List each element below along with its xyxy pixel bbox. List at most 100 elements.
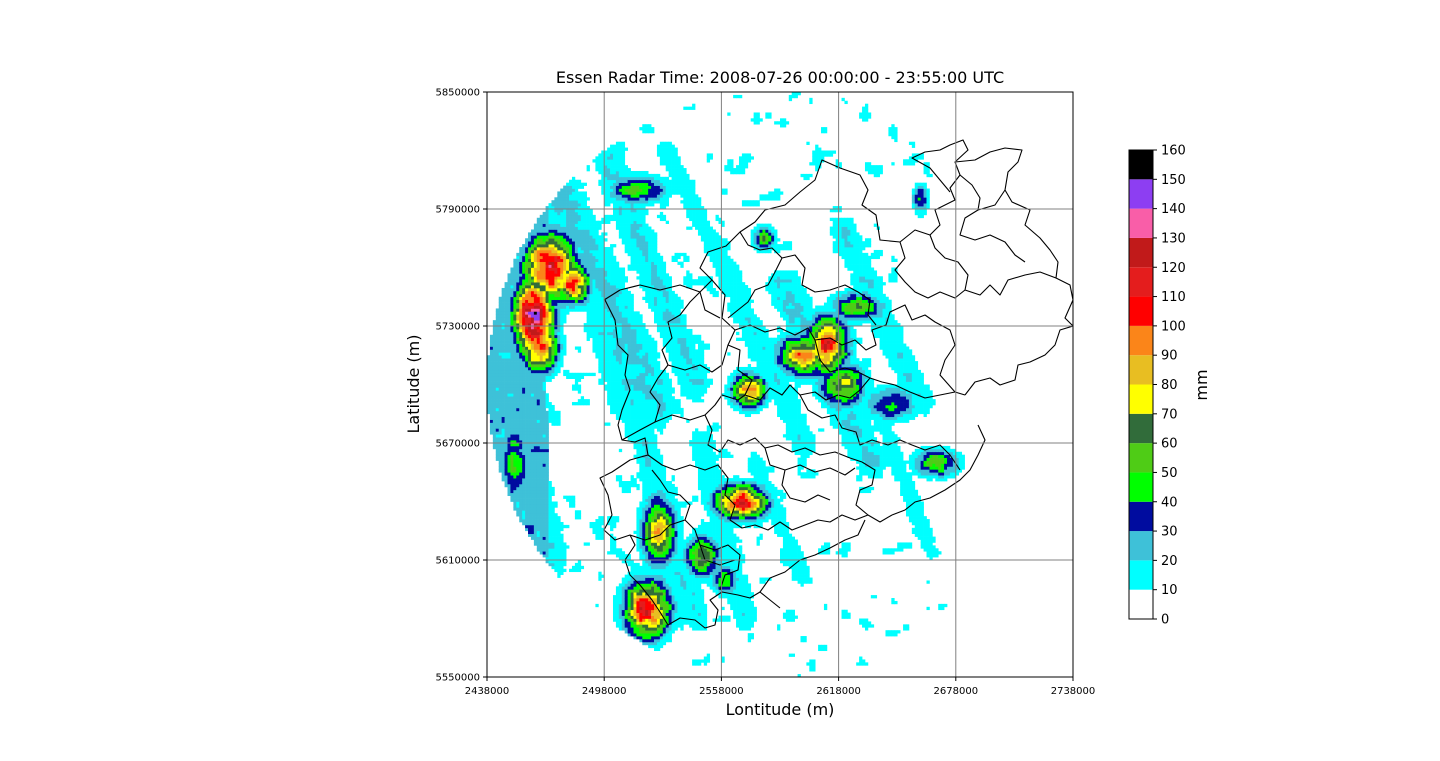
radar-pixel [536,352,541,356]
radar-pixel [624,560,628,564]
radar-pixel [536,443,541,447]
radar-pixel [571,255,576,260]
radar-pixel [645,399,649,403]
radar-pixel [519,486,523,491]
radar-pixel [513,428,517,432]
radar-pixel [621,577,626,581]
radar-pixel [651,644,655,649]
radar-pixel [633,349,637,353]
radar-pixel [642,510,646,514]
radar-pixel [560,244,564,248]
radar-pixel [645,638,649,643]
radar-pixel [639,527,643,532]
radar-pixel [545,226,549,230]
radar-pixel [536,425,541,429]
radar-pixel [642,641,646,646]
radar-pixel [621,299,626,303]
radar-pixel [557,229,561,233]
radar-pixel [528,492,532,496]
radar-pixel [566,302,570,306]
radar-pixel [519,513,523,517]
radar-pixel [536,235,541,239]
radar-pixel [630,580,634,584]
radar-pixel [595,220,599,224]
radar-pixel [618,267,623,271]
radar-pixel [487,404,491,409]
radar-pixel [630,372,634,377]
radar-pixel [636,375,640,379]
radar-pixel [569,220,573,224]
radar-pixel [513,422,517,426]
radar-pixel [648,577,652,581]
radar-pixel [560,203,564,207]
radar-pixel [574,182,579,186]
radar-pixel [536,542,541,546]
radar-pixel [492,434,497,438]
radar-pixel [501,334,505,339]
radar-pixel [533,238,538,242]
radar-pixel [642,478,646,482]
radar-pixel [618,399,623,403]
radar-pixel [542,285,546,289]
radar-pixel [560,565,564,570]
radar-pixel [501,437,505,441]
radar-pixel [595,519,599,523]
radar-pixel [516,305,520,309]
radar-pixel [551,261,555,265]
radar-pixel [610,326,614,330]
radar-pixel [648,636,652,640]
radar-pixel [618,358,623,362]
radar-pixel [651,583,655,587]
radar-pixel [601,188,605,192]
radar-pixel [580,399,585,403]
radar-pixel [510,431,514,435]
radar-pixel [618,390,623,394]
radar-pixel [498,352,502,356]
radar-pixel [615,600,620,605]
radar-pixel [651,349,655,353]
radar-pixel [604,273,608,277]
radar-pixel [618,624,623,628]
radar-pixel [516,258,520,262]
radar-pixel [598,168,602,172]
radar-pixel [630,609,634,613]
radar-pixel [510,308,514,312]
radar-pixel [548,530,552,535]
radar-pixel [645,600,649,605]
radar-pixel [501,308,505,312]
radar-pixel [557,533,561,537]
radar-pixel [583,282,587,286]
radar-pixel [545,495,549,499]
radar-pixel [516,267,520,271]
radar-pixel [630,220,634,224]
radar-pixel [639,457,643,461]
radar-pixel [542,282,546,286]
radar-pixel [563,223,567,227]
radar-pixel [618,627,623,631]
radar-pixel [604,203,608,207]
radar-pixel [539,454,544,458]
radar-pixel [492,381,497,385]
radar-pixel [548,542,552,546]
radar-pixel [519,425,523,429]
radar-pixel [516,402,520,406]
radar-pixel [583,226,587,230]
radar-pixel [501,445,505,450]
radar-pixel [536,334,541,339]
radar-pixel [645,489,649,494]
radar-pixel [595,276,599,280]
radar-pixel [536,536,541,540]
radar-pixel [645,641,649,646]
radar-pixel [639,545,643,549]
radar-pixel [601,279,605,283]
radar-pixel [624,416,628,420]
radar-pixel [569,258,573,262]
radar-pixel [610,282,614,286]
radar-pixel [533,305,538,309]
radar-pixel [530,352,535,356]
radar-pixel [615,478,620,482]
radar-pixel [627,358,631,362]
radar-pixel [504,285,508,289]
radar-pixel [624,413,628,418]
radar-pixel [533,355,538,359]
